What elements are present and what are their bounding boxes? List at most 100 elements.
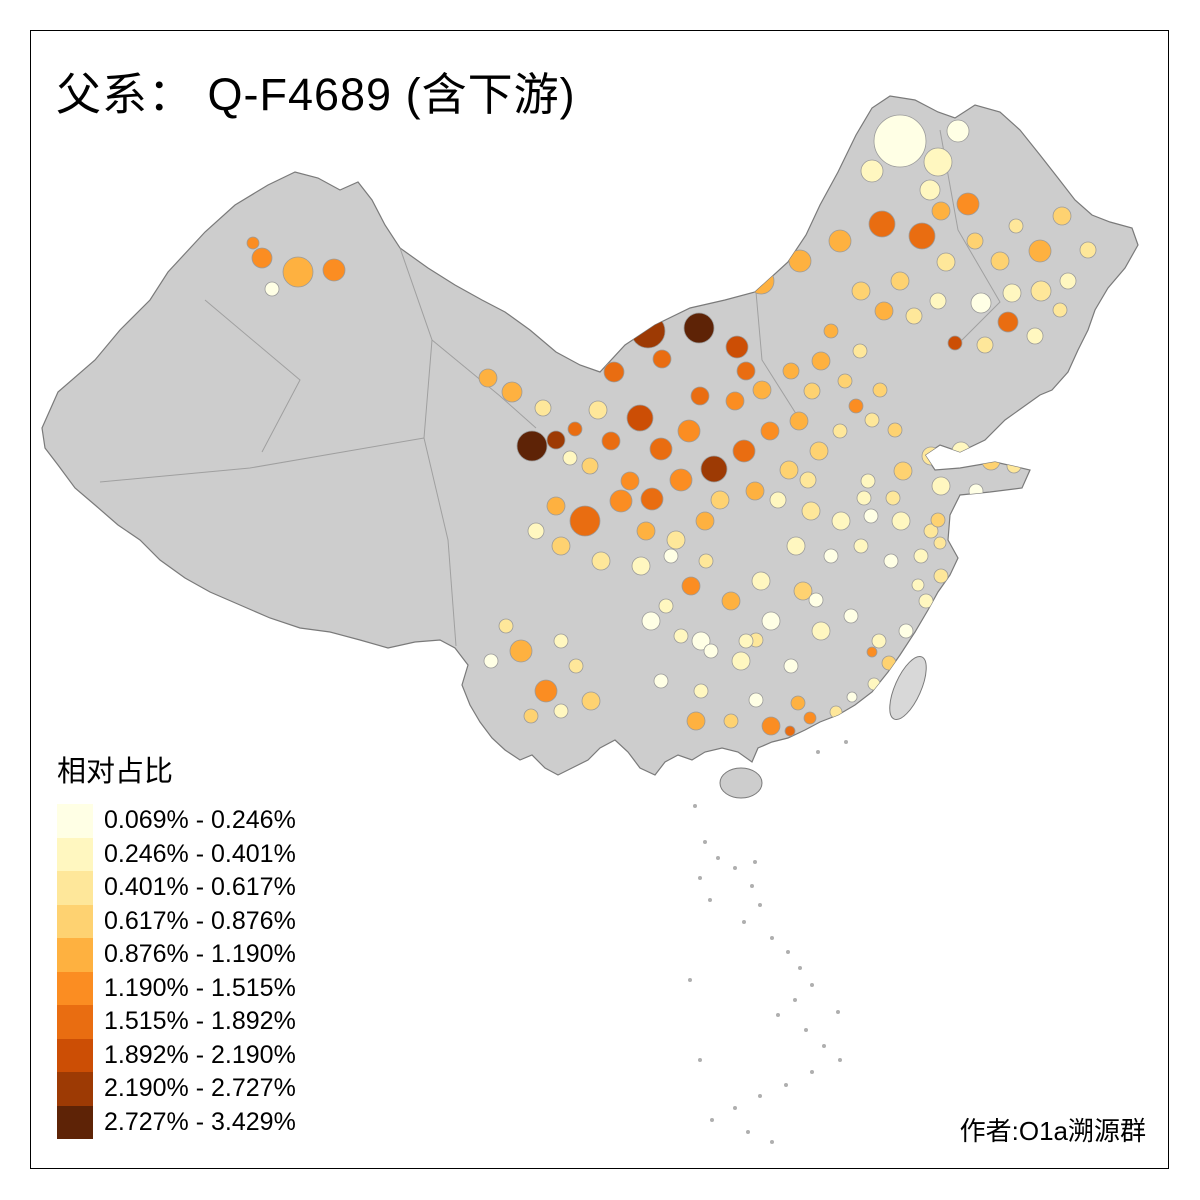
- map-region: [890, 271, 910, 291]
- map-region: [832, 423, 848, 439]
- map-region: [1052, 302, 1068, 318]
- legend-label: 2.727% - 3.429%: [104, 1107, 296, 1136]
- map-region: [887, 422, 903, 438]
- islet-dot: [784, 1083, 788, 1087]
- map-region: [626, 404, 654, 432]
- map-region: [677, 419, 701, 443]
- legend-item: 0.617% - 0.876%: [57, 904, 296, 938]
- legend-label: 0.617% - 0.876%: [104, 906, 296, 935]
- map-region: [968, 483, 984, 499]
- islet-dot: [786, 950, 790, 954]
- map-region: [931, 201, 951, 221]
- map-region: [546, 430, 566, 450]
- author-credit: 作者:O1a溯源群: [959, 1116, 1146, 1146]
- map-region: [783, 658, 799, 674]
- map-region: [923, 523, 939, 539]
- map-region: [691, 631, 711, 651]
- map-region: [933, 568, 949, 584]
- map-region: [905, 307, 923, 325]
- map-region: [736, 361, 756, 381]
- legend-swatch: [57, 804, 93, 838]
- map-region: [516, 430, 548, 462]
- map-region: [769, 491, 787, 509]
- islet-dot: [776, 1013, 780, 1017]
- islet-dot: [793, 998, 797, 1002]
- legend-swatch: [57, 904, 93, 938]
- islet-dot: [742, 920, 746, 924]
- map-region: [811, 621, 831, 641]
- legend-label: 0.401% - 0.617%: [104, 873, 296, 902]
- map-region: [908, 222, 936, 250]
- map-region: [695, 511, 715, 531]
- map-region: [823, 323, 839, 339]
- map-region: [652, 349, 672, 369]
- map-region: [636, 521, 656, 541]
- map-region: [933, 536, 947, 550]
- map-region: [803, 382, 821, 400]
- map-region: [863, 508, 879, 524]
- legend-item: 0.246% - 0.401%: [57, 837, 296, 871]
- map-region: [658, 598, 674, 614]
- map-region: [843, 608, 859, 624]
- map-region: [936, 252, 956, 272]
- map-region: [251, 247, 273, 269]
- map-region: [609, 489, 633, 513]
- map-region: [853, 538, 869, 554]
- legend-label: 0.876% - 1.190%: [104, 940, 296, 969]
- map-region: [951, 441, 971, 461]
- map-region: [710, 490, 730, 510]
- map-region: [947, 335, 963, 351]
- legend-item: 0.401% - 0.617%: [57, 871, 296, 905]
- map-region: [723, 713, 739, 729]
- map-region: [921, 446, 941, 466]
- map-region: [478, 368, 498, 388]
- islet-dot: [798, 966, 802, 970]
- legend-label: 1.892% - 2.190%: [104, 1040, 296, 1069]
- legend-label: 1.515% - 1.892%: [104, 1007, 296, 1036]
- map-region: [501, 381, 523, 403]
- islet-dot: [733, 866, 737, 870]
- legend-rows: 0.069% - 0.246% 0.246% - 0.401% 0.401% - 0…: [57, 804, 296, 1139]
- map-region: [640, 487, 664, 511]
- map-region: [868, 210, 896, 238]
- map-region: [322, 258, 346, 282]
- map-region: [591, 551, 611, 571]
- legend-swatch: [57, 971, 93, 1005]
- islet-dot: [716, 856, 720, 860]
- map-region: [871, 633, 887, 649]
- map-region: [567, 421, 583, 437]
- islet-dot: [693, 804, 697, 808]
- map-region: [803, 711, 817, 725]
- islet-dot: [703, 840, 707, 844]
- map-region: [801, 501, 821, 521]
- map-region: [246, 236, 260, 250]
- legend-item: 0.069% - 0.246%: [57, 804, 296, 838]
- map-region: [523, 708, 539, 724]
- legend-swatch: [57, 837, 93, 871]
- legend-swatch: [57, 938, 93, 972]
- map-region: [966, 232, 984, 250]
- legend-swatch: [57, 1038, 93, 1072]
- map-region: [784, 725, 796, 737]
- map-region: [698, 553, 714, 569]
- map-region: [898, 623, 914, 639]
- map-region: [856, 490, 872, 506]
- islet-dot: [844, 740, 848, 744]
- islet-dot: [708, 898, 712, 902]
- map-region: [693, 683, 709, 699]
- map-region: [631, 556, 651, 576]
- map-region: [553, 633, 569, 649]
- legend-item: 2.190% - 2.727%: [57, 1072, 296, 1106]
- map-region: [956, 192, 980, 216]
- legend-label: 0.069% - 0.246%: [104, 806, 296, 835]
- islet-dot: [750, 884, 754, 888]
- map-region: [1059, 272, 1077, 290]
- map-region: [738, 633, 754, 649]
- map-region: [1026, 327, 1044, 345]
- legend-label: 0.246% - 0.401%: [104, 839, 296, 868]
- map-region: [823, 548, 839, 564]
- map-region: [581, 691, 601, 711]
- map-region: [666, 530, 686, 550]
- map-region: [911, 578, 925, 592]
- map-region: [1002, 283, 1022, 303]
